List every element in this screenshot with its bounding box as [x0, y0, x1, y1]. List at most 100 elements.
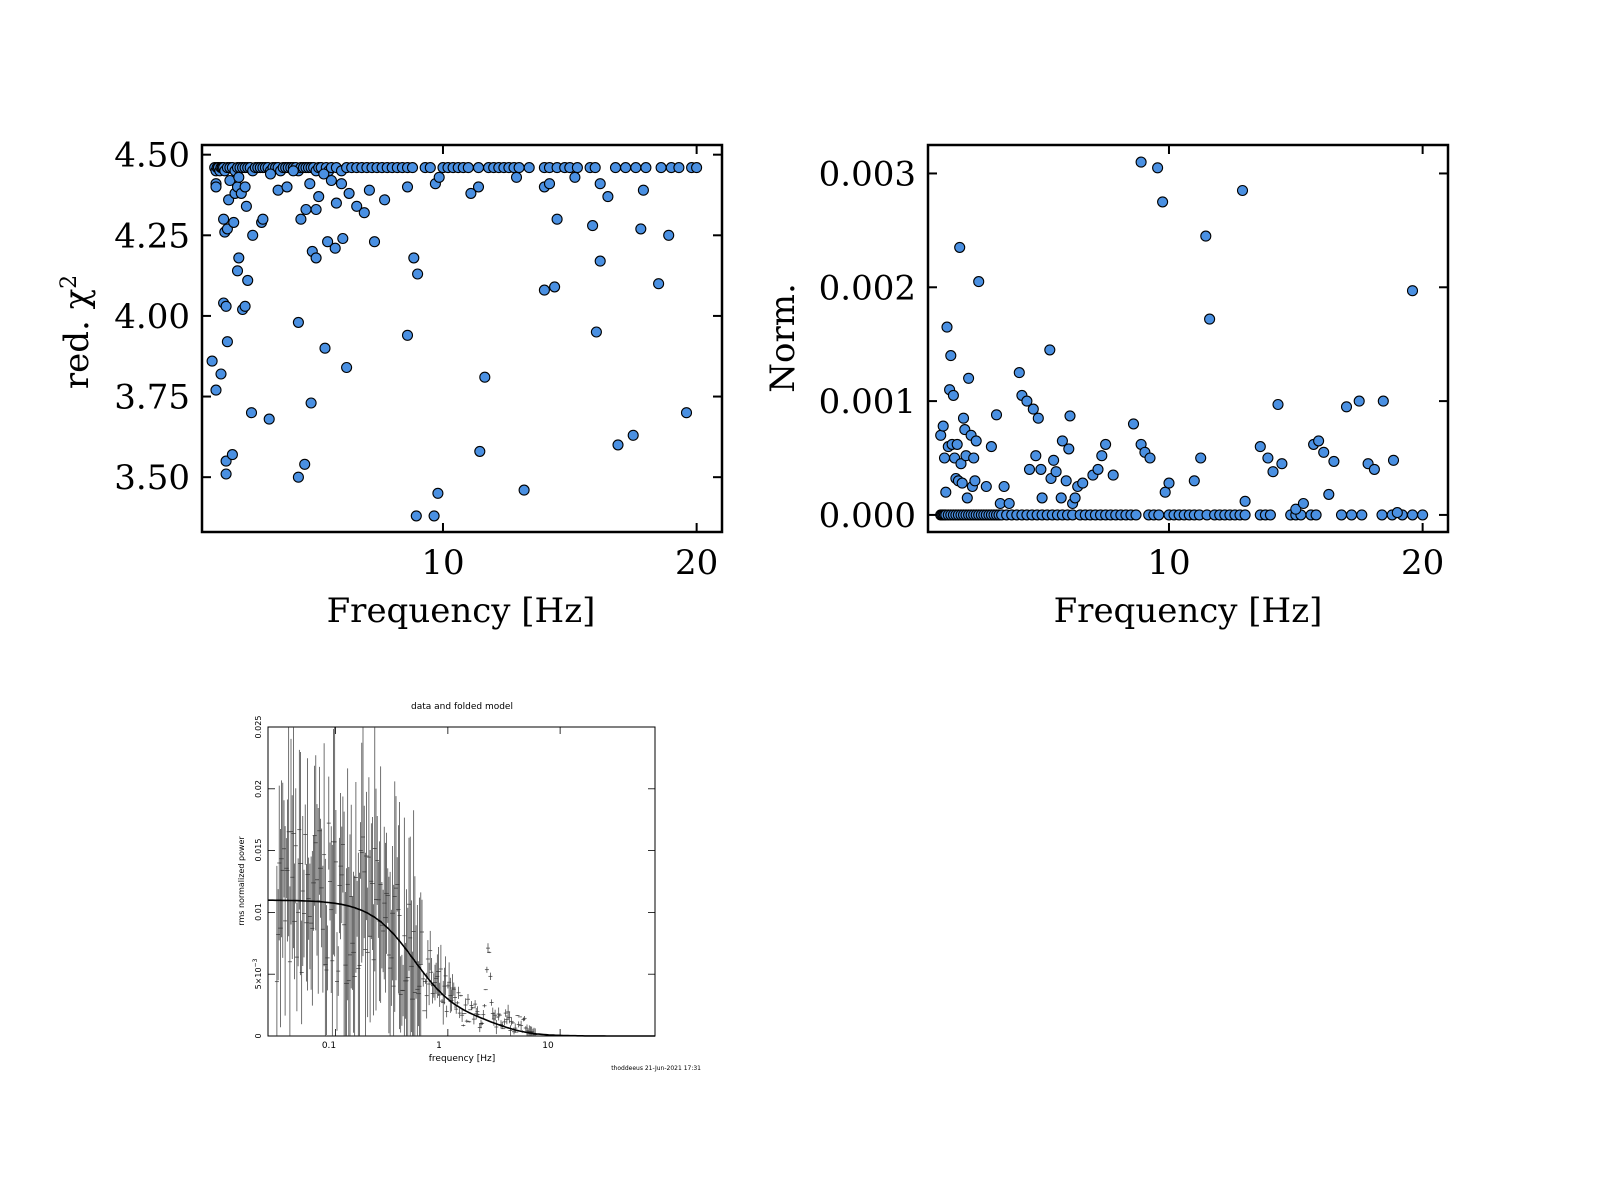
- chi2-data-point: [408, 252, 420, 264]
- chi2-data-point: [239, 300, 251, 312]
- chi2-plot-frame: [200, 143, 724, 534]
- norm-data-point: [1030, 450, 1042, 462]
- inset-y-axis-label: rms normalized power: [237, 836, 246, 926]
- norm-axis-ticks: 10 20 0.000 0.001 0.002 0.003: [819, 145, 1448, 583]
- chi2-data-point: [594, 255, 606, 267]
- norm-data-point: [957, 412, 970, 424]
- norm-data-point: [1100, 438, 1112, 450]
- norm-data-point: [1297, 497, 1309, 510]
- norm-data-point: [1064, 410, 1076, 422]
- norm-plot-frame: [926, 143, 1450, 534]
- norm-data-point: [1376, 509, 1388, 521]
- chi2-y-axis-label: red. χ2: [57, 275, 97, 389]
- chi2-data-point: [635, 223, 647, 235]
- norm-data-point: [1310, 509, 1322, 521]
- norm-data-point: [1254, 441, 1266, 453]
- chi2-data-point: [228, 216, 240, 228]
- norm-data-point: [1290, 503, 1302, 515]
- chi2-data-point: [318, 168, 330, 180]
- chi2-data-point: [571, 162, 583, 174]
- chi2-data-point: [549, 281, 561, 293]
- chi2-data-point: [233, 252, 245, 264]
- inset-ytick-label-0: 0: [254, 1033, 263, 1038]
- norm-data-point: [1135, 156, 1147, 168]
- norm-data-point: [1387, 454, 1400, 466]
- norm-data-point: [1318, 446, 1330, 458]
- norm-data-point: [1353, 395, 1365, 407]
- norm-data-point: [1356, 509, 1368, 521]
- norm-data-point: [1200, 230, 1212, 242]
- chi2-data-point: [620, 162, 632, 174]
- norm-data-point: [1262, 452, 1274, 464]
- chi2-data-point: [263, 413, 275, 425]
- chi2-data-point: [245, 407, 258, 419]
- chi2-data-point: [462, 162, 474, 174]
- inset-model-curve: [268, 899, 655, 1037]
- chi2-data-point: [231, 265, 244, 277]
- chi2-ytick-label: 4.50: [114, 136, 190, 176]
- norm-data-point: [945, 350, 957, 362]
- norm-data-point: [1152, 162, 1164, 174]
- norm-data-point: [951, 438, 963, 450]
- chi2-data-point: [240, 200, 252, 212]
- norm-data-point: [961, 492, 973, 504]
- norm-y-axis-label: Norm.: [763, 283, 803, 393]
- norm-data-point: [1340, 401, 1353, 413]
- chi2-data-point: [322, 236, 334, 248]
- inset-ytick-label-5e-3: 5×10−3: [252, 958, 263, 989]
- chi2-axis-ticks: 10 20 3.50 3.75 4.00 4.25 4.50: [114, 136, 722, 583]
- chi2-panel: 10 203.503.754.004.254.50 Frequency [Hz] …: [57, 136, 724, 631]
- norm-data-point: [1036, 492, 1048, 504]
- chi2-data-point: [351, 200, 363, 212]
- norm-data-point: [1032, 412, 1044, 424]
- chi2-x-axis-label: Frequency [Hz]: [327, 591, 596, 631]
- inset-xtick-label-10: 10: [542, 1041, 554, 1051]
- chi2-data-point: [680, 407, 693, 419]
- chi2-data-point: [428, 510, 440, 522]
- chi2-data-point: [299, 458, 311, 470]
- chi2-data-point: [424, 162, 436, 174]
- norm-ytick-label: 0.002: [819, 268, 916, 308]
- norm-data-point: [1056, 435, 1068, 447]
- chi2-data-point: [330, 197, 342, 209]
- norm-data-point: [970, 435, 982, 447]
- chi2-data-point: [433, 171, 445, 183]
- norm-data-point: [973, 276, 985, 288]
- chi2-data-point: [379, 194, 391, 206]
- chi2-data-point: [655, 162, 667, 174]
- chi2-data-point: [226, 449, 238, 461]
- norm-xtick-label: 20: [1401, 543, 1444, 583]
- norm-data-point: [1323, 488, 1335, 500]
- inset-plot-frame: [267, 726, 656, 1037]
- norm-data-point: [1272, 398, 1284, 411]
- norm-ytick-label: 0.003: [819, 154, 916, 194]
- norm-data-point: [1069, 492, 1081, 504]
- chi2-data-point: [264, 168, 277, 180]
- norm-data-point: [1159, 486, 1171, 498]
- norm-data-point: [1328, 455, 1340, 467]
- chi2-ytick-label: 3.75: [114, 378, 190, 418]
- norm-data-point: [1096, 450, 1108, 462]
- chi2-data-point: [637, 184, 649, 196]
- chi2-data-point: [406, 162, 419, 174]
- norm-data-point: [938, 452, 951, 464]
- chi2-data-point: [589, 162, 601, 174]
- chi2-xtick-label: 20: [675, 543, 718, 583]
- norm-data-point: [1127, 418, 1140, 430]
- chi2-data-point: [653, 278, 665, 290]
- inset-ytick-label-0.02: 0.02: [254, 780, 263, 798]
- chi2-data-point: [523, 162, 535, 174]
- inset-data-error-bars: [274, 727, 538, 1036]
- norm-data-point: [1144, 452, 1156, 464]
- chi2-data-point: [242, 274, 254, 286]
- chi2-data-point: [691, 162, 703, 174]
- chi2-data-point: [472, 162, 485, 174]
- chi2-scatter-points: [206, 162, 703, 522]
- norm-data-point: [1153, 509, 1165, 521]
- chi2-data-point: [287, 165, 299, 177]
- chi2-data-point: [401, 329, 414, 341]
- chi2-data-point: [587, 220, 599, 232]
- chi2-data-point: [538, 284, 550, 296]
- chi2-data-point: [319, 342, 331, 354]
